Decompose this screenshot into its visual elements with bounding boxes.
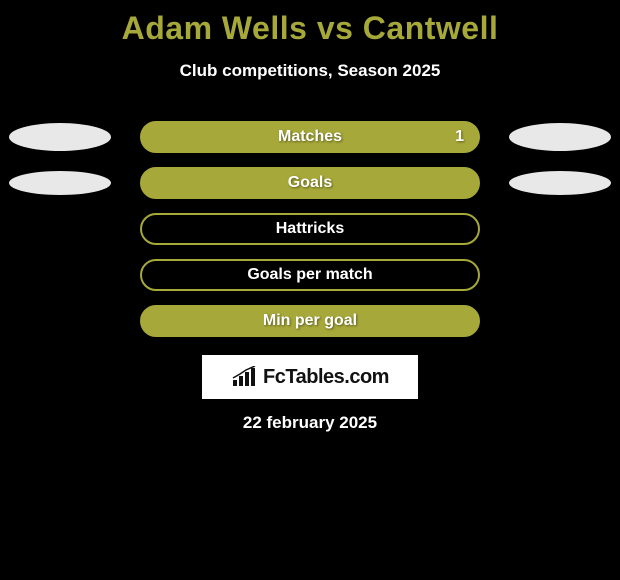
stat-label: Goals per match: [247, 266, 372, 284]
stat-pill-hattricks: Hattricks: [140, 213, 480, 245]
right-score-ellipse: [509, 123, 611, 151]
page-title: Adam Wells vs Cantwell: [0, 0, 620, 47]
right-score-ellipse: [509, 171, 611, 195]
left-score-ellipse: [9, 123, 111, 151]
row-hattricks: Hattricks: [0, 213, 620, 245]
stat-label: Matches: [278, 128, 342, 146]
subtitle: Club competitions, Season 2025: [0, 61, 620, 81]
brand-box: FcTables.com: [202, 355, 418, 399]
stat-label: Hattricks: [276, 220, 344, 238]
row-matches: Matches 1: [0, 121, 620, 153]
stat-pill-goals: Goals: [140, 167, 480, 199]
row-goals-per-match: Goals per match: [0, 259, 620, 291]
brand-text: FcTables.com: [263, 366, 389, 389]
date-text: 22 february 2025: [0, 413, 620, 433]
stat-label: Min per goal: [263, 312, 357, 330]
stat-pill-matches: Matches 1: [140, 121, 480, 153]
stat-rows: Matches 1 Goals Hattricks Goals per matc…: [0, 121, 620, 337]
stat-right-value: 1: [455, 128, 464, 146]
row-goals: Goals: [0, 167, 620, 199]
bar-chart-icon: [231, 366, 257, 388]
stat-label: Goals: [288, 174, 332, 192]
stat-pill-goals-per-match: Goals per match: [140, 259, 480, 291]
stat-pill-min-per-goal: Min per goal: [140, 305, 480, 337]
row-min-per-goal: Min per goal: [0, 305, 620, 337]
left-score-ellipse: [9, 171, 111, 195]
